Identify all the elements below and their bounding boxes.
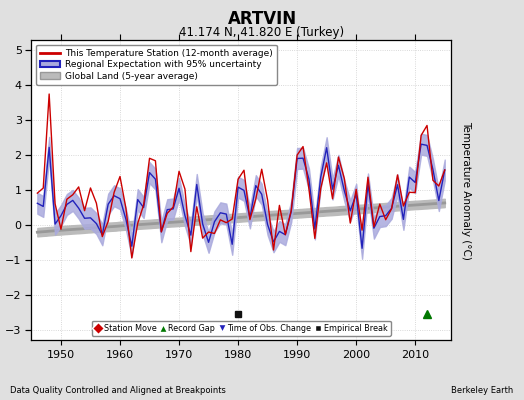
Text: Data Quality Controlled and Aligned at Breakpoints: Data Quality Controlled and Aligned at B… [10, 386, 226, 395]
Text: ARTVIN: ARTVIN [227, 10, 297, 28]
Legend: Station Move, Record Gap, Time of Obs. Change, Empirical Break: Station Move, Record Gap, Time of Obs. C… [92, 320, 390, 336]
Text: Berkeley Earth: Berkeley Earth [451, 386, 514, 395]
Text: 41.174 N, 41.820 E (Turkey): 41.174 N, 41.820 E (Turkey) [179, 26, 345, 39]
Y-axis label: Temperature Anomaly (°C): Temperature Anomaly (°C) [462, 120, 472, 260]
